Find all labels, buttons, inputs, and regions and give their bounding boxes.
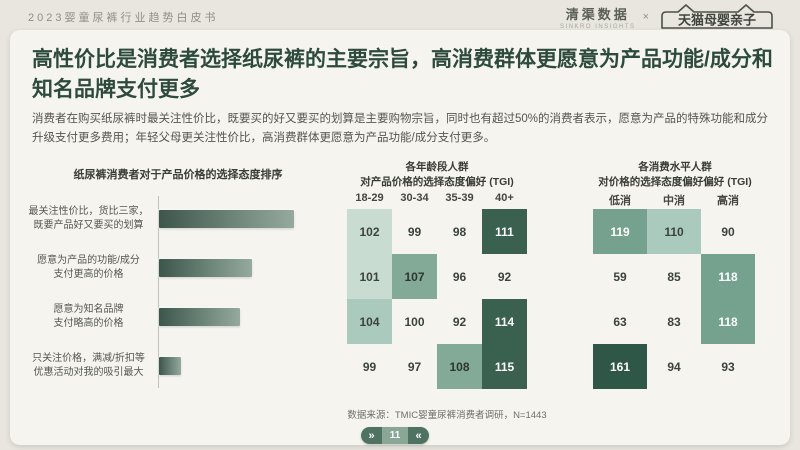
bar-row: 愿意为知名品牌 支付略高的价格 bbox=[28, 292, 328, 341]
brand-qingqu-logo: 清渠数据 SINKRO INSIGHTS bbox=[560, 4, 636, 30]
age-heatmap-columns: 18-29 30-34 35-39 40+ bbox=[347, 192, 527, 208]
heatmap-cell: 59 bbox=[613, 269, 627, 284]
spend-heatmap-title-line1: 各消费水平人群 bbox=[638, 161, 712, 173]
heatmap-cell: 107 bbox=[392, 254, 437, 300]
bar-row: 只关注价格，满减/折扣等 优惠活动对我的吸引最大 bbox=[28, 341, 328, 390]
heatmap-cell: 110 bbox=[647, 209, 701, 255]
spend-heatmap-columns: 低消 中消 高消 bbox=[593, 192, 757, 208]
heatmap-cell: 92 bbox=[452, 314, 467, 329]
document-title: 2023婴童尿裤行业趋势白皮书 bbox=[28, 12, 219, 24]
heatmap-cell: 92 bbox=[497, 269, 512, 284]
brand-qingqu-tagline: SINKRO INSIGHTS bbox=[560, 23, 636, 30]
age-heatmap-title-line2: 对产品价格的选择态度偏好 (TGI) bbox=[360, 175, 514, 188]
bar-category-label: 只关注价格，满减/折扣等 优惠活动对我的吸引最大 bbox=[32, 352, 145, 378]
heatmap-cell: 99 bbox=[407, 224, 422, 239]
heatmap-cell: 108 bbox=[437, 344, 482, 390]
heatmap-cell: 119 bbox=[593, 209, 647, 255]
bar bbox=[159, 258, 252, 277]
age-heatmap-title-line1: 各年龄段人群 bbox=[405, 161, 469, 173]
brand-separator: × bbox=[642, 10, 649, 23]
age-heatmap-title: 各年龄段人群 对产品价格的选择态度偏好 (TGI) bbox=[347, 160, 527, 189]
brand-tmall-name: 天猫母婴亲子 bbox=[678, 13, 756, 28]
spend-heatmap-grid: 119 110 90 59 85 118 63 83 118 161 94 93 bbox=[593, 209, 757, 390]
slide-card: 高性价比是消费者选择纸尿裤的主要宗旨，高消费群体更愿意为产品功能/成分和 知名品… bbox=[10, 30, 790, 445]
heatmap-cell: 102 bbox=[347, 209, 392, 255]
tmall-cat-outline-icon: 天猫母婴亲子 bbox=[661, 4, 773, 29]
bar-row: 最关注性价比，货比三家， 既要产品好又要买的划算 bbox=[28, 194, 328, 243]
heatmap-cell: 83 bbox=[667, 314, 681, 329]
price-attitude-bar-chart: 纸尿裤消费者对于产品价格的选择态度排序 最关注性价比，货比三家， 既要产品好又要买… bbox=[28, 166, 328, 390]
heatmap-cell: 90 bbox=[721, 224, 735, 239]
bar-chart-rows: 最关注性价比，货比三家， 既要产品好又要买的划算 愿意为产品的功能/成分 支付更高的价… bbox=[28, 194, 328, 390]
bar bbox=[159, 356, 181, 375]
heatmap-cell: 98 bbox=[452, 224, 467, 239]
heatmap-cell: 104 bbox=[347, 299, 392, 345]
bar-track bbox=[158, 258, 328, 277]
brand-lockup: 清渠数据 SINKRO INSIGHTS × 天猫母婴亲子 bbox=[560, 3, 778, 30]
heatmap-cell: 93 bbox=[721, 359, 735, 374]
heatmap-column-header: 30-34 bbox=[400, 192, 429, 205]
heatmap-column-header: 低消 bbox=[609, 195, 631, 208]
bar-chart-title: 纸尿裤消费者对于产品价格的选择态度排序 bbox=[73, 169, 283, 181]
data-source-note: 数据来源：TMIC婴童尿裤消费者调研，N=1443 bbox=[347, 410, 547, 421]
bar-row: 愿意为产品的功能/成分 支付更高的价格 bbox=[28, 243, 328, 292]
heatmap-cell: 100 bbox=[404, 314, 425, 329]
bar bbox=[159, 307, 240, 326]
brand-qingqu-name: 清渠数据 bbox=[565, 6, 630, 22]
slide-body-text: 消费者在购买纸尿裤时最关注性价比，既要买的好又要买的划算是主要购物宗旨，同时也有… bbox=[32, 113, 769, 144]
heatmap-column-header: 18-29 bbox=[355, 192, 384, 205]
heatmap-cell: 96 bbox=[452, 269, 467, 284]
bar-track bbox=[158, 209, 328, 228]
bar bbox=[159, 209, 294, 228]
heatmap-column-header: 中消 bbox=[663, 195, 685, 208]
slide-headline: 高性价比是消费者选择纸尿裤的主要宗旨，高消费群体更愿意为产品功能/成分和 知名品… bbox=[32, 45, 773, 105]
bar-track bbox=[158, 356, 328, 375]
page-number: 11 bbox=[382, 427, 408, 444]
heatmap-cell: 118 bbox=[701, 299, 755, 345]
headline-line1: 高性价比是消费者选择纸尿裤的主要宗旨，高消费群体更愿意为产品功能/成分和 bbox=[32, 48, 773, 71]
page-back-button[interactable]: » bbox=[361, 427, 382, 444]
pagination: » 11 « bbox=[361, 427, 429, 444]
spend-heatmap-title-line2: 对价格的选择态度偏好偏好 (TGI) bbox=[598, 175, 752, 188]
heatmap-cell: 161 bbox=[593, 344, 647, 390]
heatmap-cell: 99 bbox=[362, 359, 377, 374]
heatmap-column-header: 40+ bbox=[495, 192, 514, 205]
headline-line2: 知名品牌支付更多 bbox=[32, 78, 200, 101]
heatmap-cell: 94 bbox=[667, 359, 681, 374]
heatmap-column-header: 高消 bbox=[717, 195, 739, 208]
heatmap-cell: 115 bbox=[482, 344, 527, 390]
heatmap-cell: 85 bbox=[667, 269, 681, 284]
bar-category-label: 愿意为知名品牌 支付略高的价格 bbox=[53, 303, 124, 329]
heatmap-column-header: 35-39 bbox=[445, 192, 474, 205]
heatmap-cell: 101 bbox=[347, 254, 392, 300]
page-forward-button[interactable]: « bbox=[408, 427, 429, 444]
heatmap-cell: 97 bbox=[407, 359, 422, 374]
bar-category-label: 最关注性价比，货比三家， 既要产品好又要买的划算 bbox=[28, 205, 149, 231]
bar-category-label: 愿意为产品的功能/成分 支付更高的价格 bbox=[37, 254, 140, 280]
bar-track bbox=[158, 307, 328, 326]
spend-heatmap-section: 各消费水平人群 对价格的选择态度偏好偏好 (TGI) 低消 中消 高消 119 110… bbox=[593, 160, 757, 390]
heatmap-cell: 114 bbox=[482, 299, 527, 345]
heatmap-cell: 118 bbox=[701, 254, 755, 300]
spend-heatmap-title: 各消费水平人群 对价格的选择态度偏好偏好 (TGI) bbox=[593, 160, 757, 189]
age-heatmap-section: 各年龄段人群 对产品价格的选择态度偏好 (TGI) 18-29 30-34 35-3… bbox=[347, 160, 527, 390]
heatmap-cell: 63 bbox=[613, 314, 627, 329]
heatmap-cell: 111 bbox=[482, 209, 527, 255]
age-heatmap-grid: 102 99 98 111 101 107 96 92 104 100 92 114 99 97 108 11… bbox=[347, 209, 527, 390]
